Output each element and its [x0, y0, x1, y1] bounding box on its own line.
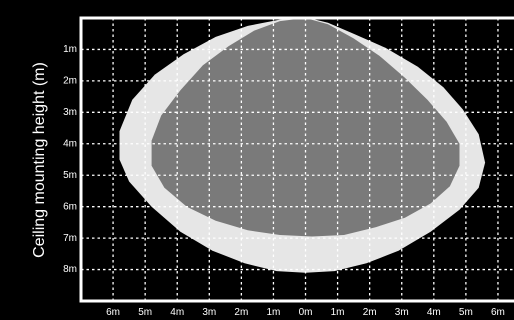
x-tick-label: 2m [363, 307, 377, 318]
x-tick-label: 5m [138, 307, 152, 318]
y-tick-label: 3m [63, 107, 77, 118]
x-tick-label: 0m [299, 307, 313, 318]
y-axis-label: Ceiling mounting height (m) [31, 62, 48, 258]
y-tick-label: 8m [63, 264, 77, 275]
y-tick-label: 4m [63, 138, 77, 149]
x-tick-label: 4m [170, 307, 184, 318]
x-tick-label: 6m [106, 307, 120, 318]
x-tick-label: 5m [459, 307, 473, 318]
y-tick-labels: 1m 2m 3m 4m 5m 6m 7m 8m [63, 44, 77, 275]
x-tick-label: 2m [234, 307, 248, 318]
beam-area-inner [151, 18, 460, 237]
x-tick-label: 6m [491, 307, 505, 318]
y-tick-label: 1m [63, 44, 77, 55]
beam-areas [119, 18, 486, 273]
x-tick-labels: 6m 5m 4m 3m 2m 1m 0m 1m 2m 3m 4m 5m 6m [106, 307, 505, 318]
y-tick-label: 2m [63, 76, 77, 87]
x-tick-label: 3m [395, 307, 409, 318]
x-tick-label: 4m [427, 307, 441, 318]
y-tick-label: 6m [63, 201, 77, 212]
x-tick-label: 3m [202, 307, 216, 318]
plot-frame [79, 16, 514, 303]
x-tick-label: 1m [331, 307, 345, 318]
y-tick-label: 5m [63, 170, 77, 181]
y-tick-label: 7m [63, 233, 77, 244]
x-tick-label: 1m [266, 307, 280, 318]
grid-lines [81, 18, 514, 301]
